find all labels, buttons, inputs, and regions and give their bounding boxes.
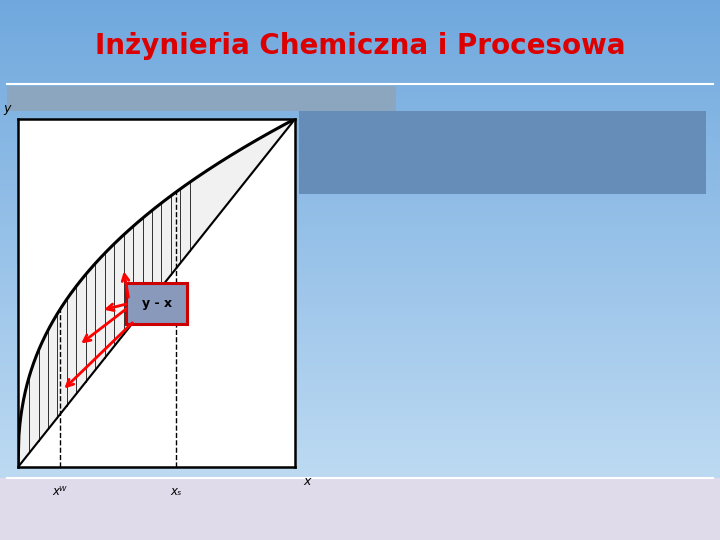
FancyBboxPatch shape bbox=[126, 282, 187, 325]
Text: xₛ: xₛ bbox=[171, 484, 181, 497]
Text: xᵂ: xᵂ bbox=[53, 484, 67, 497]
Text: y: y bbox=[3, 102, 11, 116]
Text: Z wykresu równowagi (x , y) otrzymujemy
wartości y – x w funkcji wartości x:: Z wykresu równowagi (x , y) otrzymujemy … bbox=[308, 138, 571, 166]
Text: Wykład nr 14  : Procesy przemian fazowych.  DESTYLACJA: Wykład nr 14 : Procesy przemian fazowych… bbox=[22, 504, 428, 517]
Text: x: x bbox=[304, 475, 311, 488]
Text: Inżynieria Chemiczna i Procesowa: Inżynieria Chemiczna i Procesowa bbox=[95, 32, 625, 60]
Text: Równanie to można rozwiązać graficznie:: Równanie to można rozwiązać graficznie: bbox=[18, 92, 308, 105]
Text: y - x: y - x bbox=[142, 297, 171, 310]
